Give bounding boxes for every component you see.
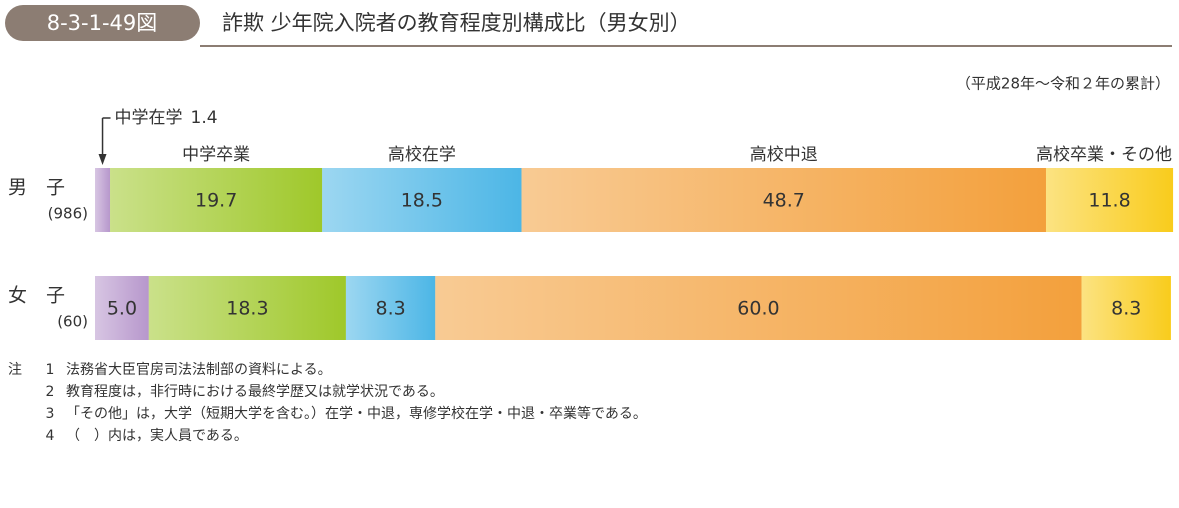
value-label: 48.7 (763, 190, 805, 212)
series-label: 高校卒業・その他 (1036, 145, 1172, 165)
bar-shade (1081, 276, 1171, 340)
value-label: 19.7 (195, 190, 237, 212)
bar-shade (110, 168, 323, 232)
bar-shade (148, 276, 346, 340)
bar-shade (1045, 168, 1174, 232)
note-text: 「その他」は，大学（短期大学を含む。）在学・中退，専修学校在学・中退・卒業等であ… (66, 405, 647, 422)
note-number: 4 (46, 428, 55, 444)
note-text: 教育程度は，非行時における最終学歴又は就学状況である。 (66, 384, 444, 400)
notes-label: 注 (8, 362, 22, 378)
annotation: 中学在学 1.4 (115, 108, 218, 128)
value-label: 8.3 (376, 298, 406, 320)
bar-shade (322, 168, 522, 232)
category-label: 男 子 (8, 177, 65, 199)
bar-shade (95, 276, 149, 340)
note-number: 2 (46, 384, 55, 400)
bar-shade (95, 168, 111, 232)
category-note: (60) (57, 313, 88, 331)
category-note: (986) (48, 205, 88, 223)
note-text: （ ）内は，実人員である。 (66, 428, 248, 444)
value-label: 5.0 (107, 298, 137, 320)
value-label: 60.0 (737, 298, 779, 320)
annotation-arrowhead (98, 154, 107, 165)
bar-shade (435, 276, 1082, 340)
bar-shade (521, 168, 1046, 232)
value-label: 18.3 (226, 298, 268, 320)
bar-shade (345, 276, 436, 340)
value-label: 11.8 (1088, 190, 1130, 212)
figure-code: 8-3-1-49図 (47, 11, 158, 35)
series-label: 高校中退 (750, 145, 818, 165)
note-number: 1 (46, 362, 55, 378)
series-label: 高校在学 (388, 145, 456, 165)
period-note: （平成28年～令和２年の累計） (956, 75, 1170, 93)
value-label: 18.5 (401, 190, 443, 212)
series-label: 中学卒業 (182, 145, 250, 165)
annotation-name: 中学在学 (115, 108, 183, 128)
annotation-value: 1.4 (191, 108, 218, 128)
note-text: 法務省大臣官房司法法制部の資料による。 (66, 362, 332, 378)
value-label: 8.3 (1111, 298, 1141, 320)
header-badge (5, 5, 200, 41)
chart-title: 詐欺 少年院入院者の教育程度別構成比（男女別） (222, 11, 691, 35)
note-number: 3 (46, 406, 55, 422)
category-label: 女 子 (8, 285, 65, 307)
